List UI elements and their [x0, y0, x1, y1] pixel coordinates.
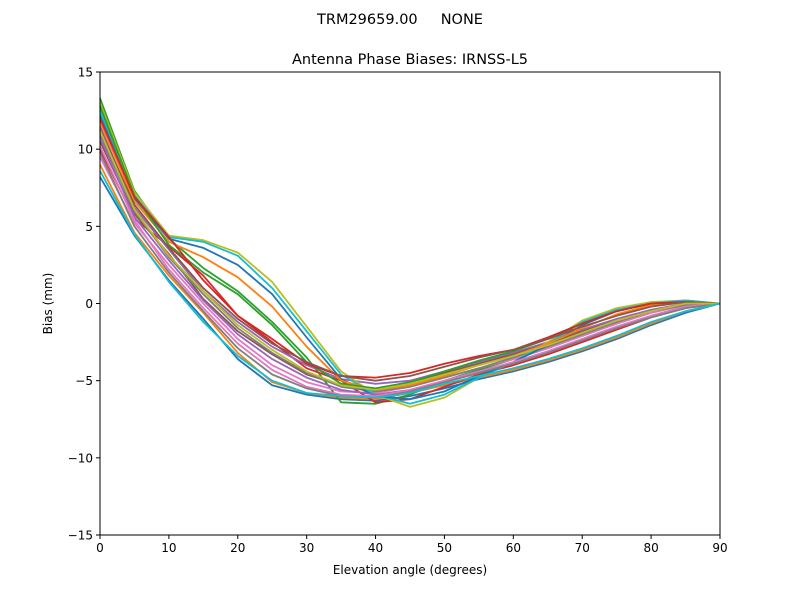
series-line-13 [99, 105, 721, 390]
series-line-17 [99, 145, 721, 398]
series-line-5 [99, 125, 720, 385]
series-line-19 [99, 130, 720, 391]
x-tick-label: 30 [299, 541, 314, 555]
y-tick-label: −10 [68, 451, 93, 465]
series-line-18 [99, 151, 721, 399]
y-axis-label: Bias (mm) [41, 273, 55, 335]
series-line-9 [99, 102, 721, 408]
y-tick-label: 0 [85, 297, 93, 311]
chart-title: Antenna Phase Biases: IRNSS-L5 [292, 52, 528, 68]
x-tick-label: 40 [368, 541, 383, 555]
x-tick-label: 80 [643, 541, 658, 555]
y-tick-label: 5 [85, 220, 93, 234]
x-tick-label: 0 [96, 541, 104, 555]
series-line-3 [99, 97, 721, 405]
y-tick-label: 15 [78, 66, 93, 80]
x-tick-label: 50 [437, 541, 452, 555]
y-tick-label: 10 [78, 143, 93, 157]
series-line-1 [99, 176, 721, 402]
series-line-10 [99, 110, 721, 405]
x-tick-label: 60 [506, 541, 521, 555]
plot-lines [99, 97, 721, 408]
x-axis-ticks: 0 10 20 30 40 50 60 70 80 90 [96, 535, 728, 555]
series-line-16 [99, 128, 721, 382]
series-line-12 [99, 121, 721, 391]
series-line-8 [99, 133, 721, 393]
series-line-11 [99, 114, 721, 401]
chart-suptitle: TRM29659.00 NONE [316, 12, 483, 28]
x-tick-label: 10 [161, 541, 176, 555]
y-axis-ticks: −15 −10 −5 0 5 10 15 [68, 66, 100, 543]
y-tick-label: −15 [68, 529, 93, 543]
series-line-14 [99, 117, 721, 379]
x-tick-label: 90 [712, 541, 727, 555]
series-line-20 [99, 170, 721, 399]
y-tick-label: −5 [75, 374, 93, 388]
series-line-15 [99, 136, 721, 396]
x-axis-label: Elevation angle (degrees) [333, 563, 487, 577]
x-tick-label: 20 [230, 541, 245, 555]
x-tick-label: 70 [575, 541, 590, 555]
axes-frame [99, 71, 721, 536]
